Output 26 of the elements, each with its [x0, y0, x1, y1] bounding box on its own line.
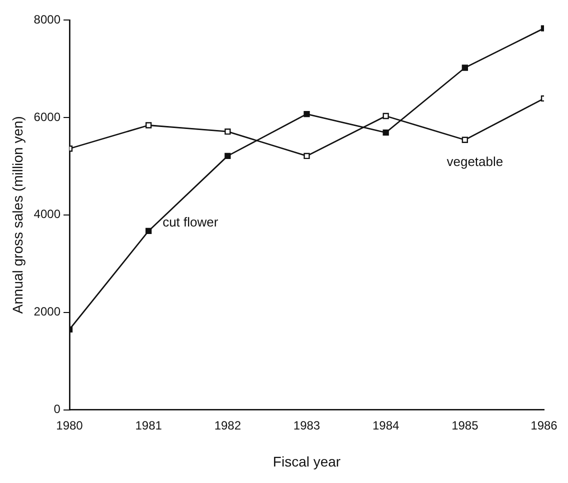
- y-tick-label: 6000: [34, 110, 61, 124]
- point: [382, 112, 389, 120]
- y-tick-label: 0: [54, 402, 61, 416]
- point: [224, 152, 231, 160]
- series-label: cut flower: [162, 214, 219, 230]
- point: [224, 128, 231, 135]
- x-tick-label: 1984: [372, 418, 400, 432]
- y-tick-label: 4000: [34, 207, 61, 222]
- y-axis-title: Annual gross sales (million yen): [9, 116, 26, 314]
- x-axis-title: Fiscal year: [272, 453, 341, 470]
- point: [304, 152, 310, 160]
- point: [146, 228, 152, 234]
- x-tick-label: 1980: [56, 418, 84, 432]
- series-label: vegetable: [446, 154, 504, 169]
- point: [382, 129, 389, 136]
- x-tick-label: 1981: [135, 418, 162, 432]
- y-tick-label: 8000: [34, 12, 61, 26]
- point: [304, 110, 310, 118]
- y-tick-label: 2000: [34, 304, 61, 319]
- point: [462, 64, 468, 71]
- x-tick-label: 1986: [530, 418, 558, 432]
- point: [146, 122, 152, 128]
- x-tick-label: 1985: [452, 418, 479, 432]
- x-tick-label: 1983: [293, 418, 320, 432]
- x-tick-label: 1982: [214, 418, 242, 432]
- point: [462, 136, 468, 143]
